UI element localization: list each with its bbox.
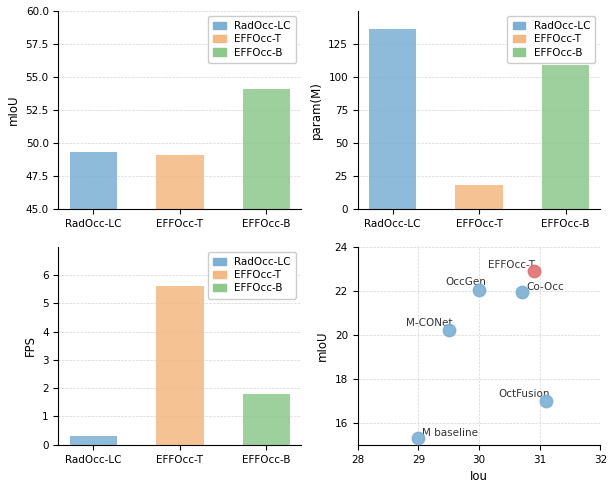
Bar xyxy=(542,65,589,209)
Point xyxy=(516,288,526,295)
Y-axis label: FPS: FPS xyxy=(23,335,37,356)
Bar xyxy=(69,436,117,445)
Point xyxy=(444,326,454,334)
Text: EFFOcc-T: EFFOcc-T xyxy=(488,260,535,270)
Text: M baseline: M baseline xyxy=(422,428,478,438)
Bar xyxy=(243,89,290,490)
Point xyxy=(541,397,551,405)
Text: Co-Occ: Co-Occ xyxy=(526,282,564,292)
Legend: RadOcc-LC, EFFOcc-T, EFFOcc-B: RadOcc-LC, EFFOcc-T, EFFOcc-B xyxy=(508,16,595,63)
X-axis label: Iou: Iou xyxy=(470,470,488,483)
Legend: RadOcc-LC, EFFOcc-T, EFFOcc-B: RadOcc-LC, EFFOcc-T, EFFOcc-B xyxy=(208,252,296,298)
Text: OctFusion: OctFusion xyxy=(499,389,550,399)
Bar xyxy=(156,155,204,490)
Point xyxy=(413,434,423,442)
Legend: RadOcc-LC, EFFOcc-T, EFFOcc-B: RadOcc-LC, EFFOcc-T, EFFOcc-B xyxy=(208,16,296,63)
Point xyxy=(529,267,538,275)
Bar xyxy=(369,29,416,209)
Y-axis label: mIoU: mIoU xyxy=(7,95,20,125)
Y-axis label: mIoU: mIoU xyxy=(316,330,329,361)
Bar xyxy=(455,185,503,209)
Text: OccGen: OccGen xyxy=(446,277,486,287)
Point xyxy=(474,286,484,294)
Text: M-CONet: M-CONet xyxy=(406,318,453,328)
Bar xyxy=(69,152,117,490)
Y-axis label: param(M): param(M) xyxy=(309,81,322,139)
Bar xyxy=(156,286,204,445)
Bar xyxy=(243,394,290,445)
